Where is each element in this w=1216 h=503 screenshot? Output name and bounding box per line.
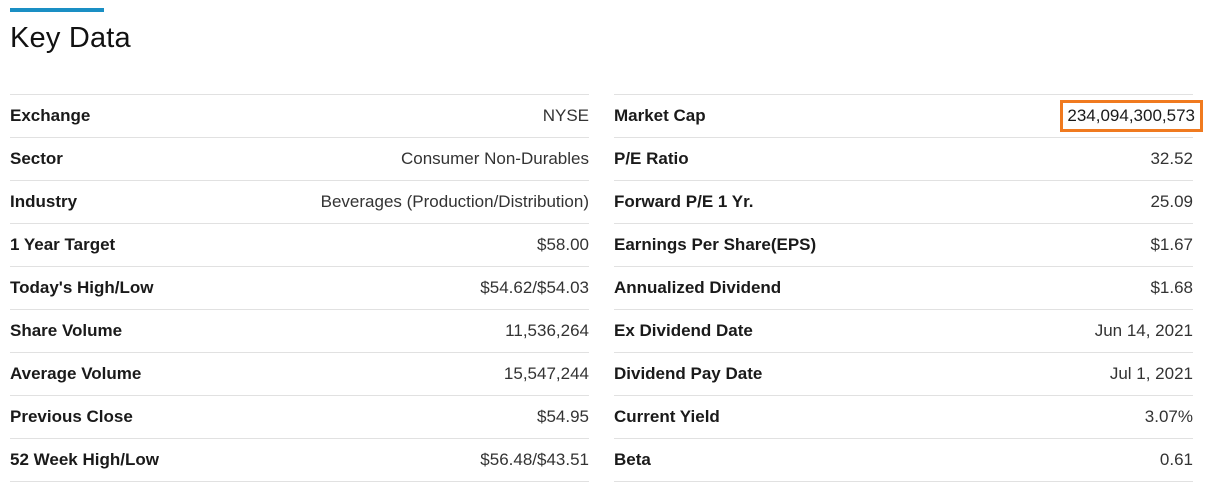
row-label: Earnings Per Share(EPS) xyxy=(614,235,817,254)
row-value: Beverages (Production/Distribution) xyxy=(320,192,589,211)
row-value: 3.07% xyxy=(1144,407,1193,426)
row-dividend-pay-date: Dividend Pay Date Jul 1, 2021 xyxy=(614,353,1193,396)
row-value: Jul 1, 2021 xyxy=(1109,364,1193,383)
row-share-volume: Share Volume 11,536,264 xyxy=(10,310,589,353)
row-exchange: Exchange NYSE xyxy=(10,95,589,138)
row-value: 0.61 xyxy=(1159,450,1193,469)
row-market-cap: Market Cap 234,094,300,573 xyxy=(614,95,1203,138)
key-data-left-table: Exchange NYSE Sector Consumer Non-Durabl… xyxy=(10,94,589,482)
market-cap-value-highlighted: 234,094,300,573 xyxy=(1060,100,1203,132)
row-value: $1.68 xyxy=(1150,278,1193,297)
row-todays-high-low: Today's High/Low $54.62/$54.03 xyxy=(10,267,589,310)
row-value: Consumer Non-Durables xyxy=(400,149,589,168)
row-annualized-dividend: Annualized Dividend $1.68 xyxy=(614,267,1193,310)
page-title: Key Data xyxy=(10,22,131,54)
row-label: Dividend Pay Date xyxy=(614,364,763,383)
title-accent-bar xyxy=(10,8,104,12)
row-value: $54.95 xyxy=(537,407,589,426)
row-label: Industry xyxy=(10,192,78,211)
row-52-week-high-low: 52 Week High/Low $56.48/$43.51 xyxy=(10,439,589,482)
row-value: 32.52 xyxy=(1150,149,1193,168)
row-eps: Earnings Per Share(EPS) $1.67 xyxy=(614,224,1193,267)
row-average-volume: Average Volume 15,547,244 xyxy=(10,353,589,396)
row-label: P/E Ratio xyxy=(614,149,689,168)
row-industry: Industry Beverages (Production/Distribut… xyxy=(10,181,589,224)
row-value: 11,536,264 xyxy=(505,321,589,340)
row-label: Ex Dividend Date xyxy=(614,321,753,340)
row-value: Jun 14, 2021 xyxy=(1094,321,1193,340)
row-1-year-target: 1 Year Target $58.00 xyxy=(10,224,589,267)
key-data-right-table: Market Cap 234,094,300,573 P/E Ratio 32.… xyxy=(614,94,1203,482)
row-label: Previous Close xyxy=(10,407,133,426)
row-value: 25.09 xyxy=(1150,192,1193,211)
row-value: $54.62/$54.03 xyxy=(480,278,589,297)
row-label: Beta xyxy=(614,450,651,469)
row-label: 52 Week High/Low xyxy=(10,450,159,469)
row-label: Today's High/Low xyxy=(10,278,154,297)
row-value: $58.00 xyxy=(537,235,589,254)
row-label: Share Volume xyxy=(10,321,123,340)
row-value: 15,547,244 xyxy=(503,364,589,383)
row-value: $56.48/$43.51 xyxy=(480,450,589,469)
row-beta: Beta 0.61 xyxy=(614,439,1193,482)
row-pe-ratio: P/E Ratio 32.52 xyxy=(614,138,1193,181)
row-value: $1.67 xyxy=(1150,235,1193,254)
row-label: Forward P/E 1 Yr. xyxy=(614,192,754,211)
row-label: Sector xyxy=(10,149,63,168)
row-value: NYSE xyxy=(542,106,589,125)
row-label: Current Yield xyxy=(614,407,720,426)
row-label: Annualized Dividend xyxy=(614,278,782,297)
row-label: 1 Year Target xyxy=(10,235,116,254)
row-label: Market Cap xyxy=(614,106,706,125)
row-sector: Sector Consumer Non-Durables xyxy=(10,138,589,181)
row-forward-pe: Forward P/E 1 Yr. 25.09 xyxy=(614,181,1193,224)
row-label: Exchange xyxy=(10,106,91,125)
row-previous-close: Previous Close $54.95 xyxy=(10,396,589,439)
row-current-yield: Current Yield 3.07% xyxy=(614,396,1193,439)
row-label: Average Volume xyxy=(10,364,142,383)
row-ex-dividend-date: Ex Dividend Date Jun 14, 2021 xyxy=(614,310,1193,353)
